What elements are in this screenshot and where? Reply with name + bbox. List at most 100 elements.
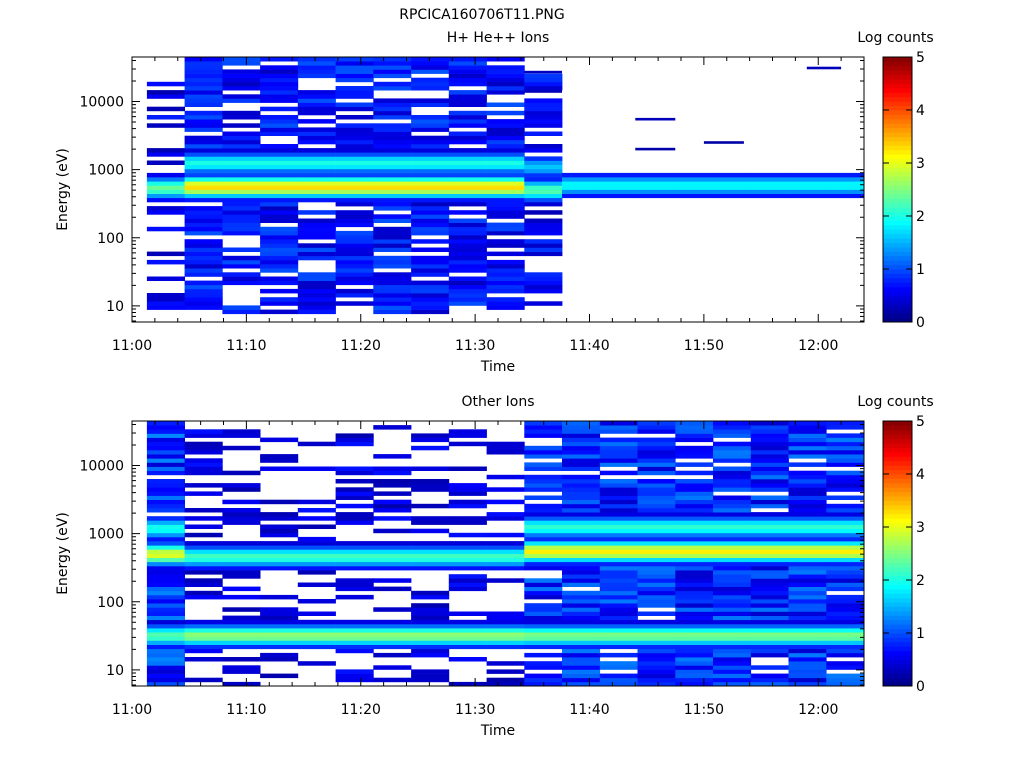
heatmap-cell xyxy=(486,487,525,492)
heatmap-cell xyxy=(524,594,563,600)
heatmap-cell xyxy=(448,239,487,244)
heatmap-cell xyxy=(335,127,374,132)
colorbar-tick-label: 3 xyxy=(916,156,925,172)
colorbar-segment xyxy=(883,531,912,537)
heatmap-cell xyxy=(524,644,563,650)
heatmap-cell xyxy=(448,280,487,286)
heatmap-cell xyxy=(373,243,412,248)
heatmap-cell xyxy=(788,632,827,637)
heatmap-cell xyxy=(599,541,638,546)
heatmap-cell xyxy=(335,632,374,637)
heatmap-cell xyxy=(750,487,789,492)
heatmap-cell xyxy=(146,594,185,600)
heatmap-cell xyxy=(599,532,638,538)
heatmap-cell xyxy=(788,499,827,505)
heatmap-cell xyxy=(486,276,525,281)
heatmap-cell xyxy=(222,276,261,281)
heatmap-cell xyxy=(562,673,601,679)
heatmap-cell xyxy=(788,528,827,534)
heatmap-cell xyxy=(486,661,525,666)
heatmap-cell xyxy=(260,657,299,662)
colorbar-segment xyxy=(883,487,912,493)
heatmap-cell xyxy=(637,462,676,467)
heatmap-cell xyxy=(713,636,752,641)
heatmap-cell xyxy=(524,222,563,228)
heatmap-cell xyxy=(297,119,336,124)
heatmap-cell xyxy=(826,586,865,592)
heatmap-cell xyxy=(260,81,299,87)
heatmap-cell xyxy=(146,301,185,306)
heatmap-cell xyxy=(599,681,638,687)
heatmap-cell xyxy=(260,309,299,315)
heatmap-cell xyxy=(826,177,865,182)
heatmap-cell xyxy=(448,152,487,157)
heatmap-cell xyxy=(373,516,412,521)
heatmap-cell xyxy=(637,557,676,563)
heatmap-cell xyxy=(297,251,336,257)
heatmap-cell xyxy=(260,235,299,240)
heatmap-cell xyxy=(637,632,676,637)
heatmap-cell xyxy=(184,247,223,252)
heatmap-cell xyxy=(222,541,261,546)
heatmap-cell xyxy=(146,491,185,496)
heatmap-cell xyxy=(222,429,261,434)
heatmap-cell xyxy=(713,483,752,488)
heatmap-cell xyxy=(713,557,752,563)
heatmap-cell xyxy=(184,293,223,298)
heatmap-cell xyxy=(448,65,487,70)
heatmap-cell xyxy=(599,450,638,455)
heatmap-cell xyxy=(788,445,827,451)
colorbar-segment xyxy=(883,317,912,323)
heatmap-cell xyxy=(297,210,336,215)
heatmap-cell xyxy=(222,230,261,236)
heatmap-cell xyxy=(826,541,865,546)
heatmap-cell xyxy=(637,541,676,546)
colorbar-segment xyxy=(883,557,912,563)
heatmap-cell xyxy=(411,139,450,145)
heatmap-cell xyxy=(486,561,525,567)
heatmap-cell xyxy=(788,594,827,600)
heatmap-cell xyxy=(637,603,676,608)
heatmap-cell xyxy=(599,545,638,550)
heatmap-cell xyxy=(411,615,450,621)
heatmap-cell xyxy=(448,139,487,145)
heatmap-cell xyxy=(599,673,638,679)
heatmap-cell xyxy=(826,528,865,534)
heatmap-cell xyxy=(297,247,336,252)
heatmap-cell xyxy=(826,474,865,480)
heatmap-cell xyxy=(562,508,601,513)
heatmap-cell xyxy=(260,193,299,199)
heatmap-cell xyxy=(184,553,223,558)
heatmap-cell xyxy=(750,594,789,600)
heatmap-cell xyxy=(788,450,827,455)
heatmap-cell xyxy=(713,561,752,567)
colorbar-segment xyxy=(883,584,912,590)
heatmap-cell xyxy=(524,619,563,625)
heatmap-cell xyxy=(335,557,374,563)
heatmap-cell xyxy=(297,516,336,521)
heatmap-cell xyxy=(335,73,374,79)
heatmap-cell xyxy=(146,681,185,687)
heatmap-cell xyxy=(222,259,261,265)
heatmap-cell xyxy=(562,466,601,471)
heatmap-cell xyxy=(335,160,374,165)
y-tick-label: 1000 xyxy=(88,163,124,179)
heatmap-cell xyxy=(411,214,450,219)
heatmap-cell xyxy=(524,288,563,294)
heatmap-cell xyxy=(448,574,487,579)
heatmap-cell xyxy=(297,636,336,641)
heatmap-cell xyxy=(373,156,412,161)
heatmap-cell xyxy=(335,177,374,182)
heatmap-cell xyxy=(184,127,223,132)
heatmap-cell xyxy=(184,81,223,87)
heatmap-cell xyxy=(297,69,336,74)
heatmap-cell xyxy=(184,483,223,488)
heatmap-cell xyxy=(599,677,638,683)
colorbar-segment xyxy=(883,198,912,204)
heatmap-cell xyxy=(184,280,223,286)
heatmap-cell xyxy=(373,309,412,315)
heatmap-cell xyxy=(675,499,714,505)
heatmap-cell xyxy=(184,582,223,587)
heatmap-cell xyxy=(222,189,261,194)
heatmap-cell xyxy=(448,491,487,496)
